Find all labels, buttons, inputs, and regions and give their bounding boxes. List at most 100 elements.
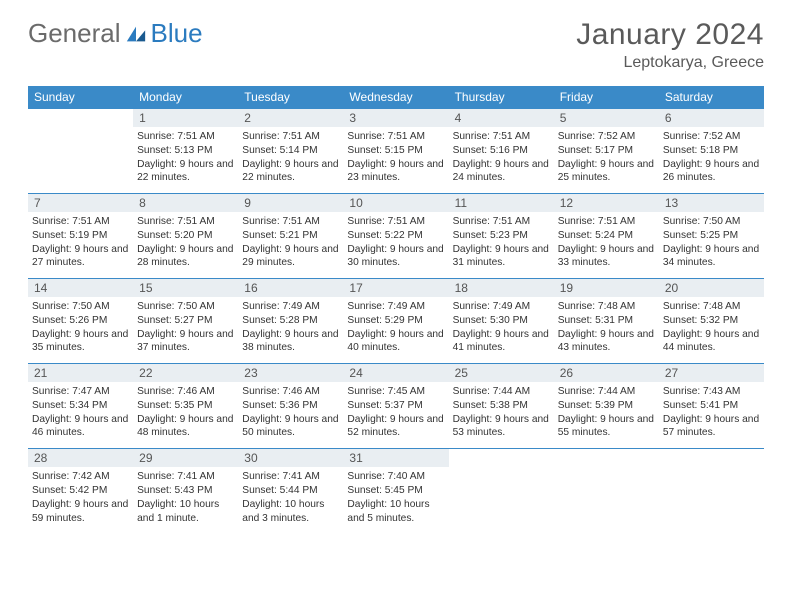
sunrise-text: Sunrise: 7:49 AM — [453, 300, 550, 314]
sunrise-text: Sunrise: 7:51 AM — [137, 130, 234, 144]
daylight-text: Daylight: 9 hours and 34 minutes. — [663, 243, 760, 271]
sunrise-text: Sunrise: 7:51 AM — [242, 215, 339, 229]
daylight-text: Daylight: 9 hours and 50 minutes. — [242, 413, 339, 441]
sunrise-text: Sunrise: 7:51 AM — [32, 215, 129, 229]
calendar-table: SundayMondayTuesdayWednesdayThursdayFrid… — [28, 86, 764, 533]
daylight-text: Daylight: 9 hours and 57 minutes. — [663, 413, 760, 441]
daylight-text: Daylight: 9 hours and 35 minutes. — [32, 328, 129, 356]
day-info-cell: Sunrise: 7:50 AMSunset: 5:27 PMDaylight:… — [133, 297, 238, 364]
day-number-cell: 3 — [343, 109, 448, 128]
daylight-text: Daylight: 9 hours and 52 minutes. — [347, 413, 444, 441]
sunrise-text: Sunrise: 7:51 AM — [242, 130, 339, 144]
sunset-text: Sunset: 5:30 PM — [453, 314, 550, 328]
week-info-row: Sunrise: 7:51 AMSunset: 5:19 PMDaylight:… — [28, 212, 764, 279]
day-number-cell: 28 — [28, 449, 133, 468]
day-info-cell: Sunrise: 7:51 AMSunset: 5:14 PMDaylight:… — [238, 127, 343, 194]
day-number-cell: 19 — [554, 279, 659, 298]
sunrise-text: Sunrise: 7:41 AM — [242, 470, 339, 484]
sunrise-text: Sunrise: 7:51 AM — [347, 130, 444, 144]
day-info-cell: Sunrise: 7:51 AMSunset: 5:19 PMDaylight:… — [28, 212, 133, 279]
day-number-cell: 10 — [343, 194, 448, 213]
daylight-text: Daylight: 9 hours and 55 minutes. — [558, 413, 655, 441]
daylight-text: Daylight: 9 hours and 30 minutes. — [347, 243, 444, 271]
sunrise-text: Sunrise: 7:50 AM — [32, 300, 129, 314]
day-info-cell: Sunrise: 7:48 AMSunset: 5:31 PMDaylight:… — [554, 297, 659, 364]
week-number-row: 78910111213 — [28, 194, 764, 213]
day-info-cell: Sunrise: 7:49 AMSunset: 5:28 PMDaylight:… — [238, 297, 343, 364]
day-info-cell: Sunrise: 7:50 AMSunset: 5:25 PMDaylight:… — [659, 212, 764, 279]
day-info-cell: Sunrise: 7:44 AMSunset: 5:39 PMDaylight:… — [554, 382, 659, 449]
sunset-text: Sunset: 5:26 PM — [32, 314, 129, 328]
day-header: Sunday — [28, 86, 133, 109]
daylight-text: Daylight: 9 hours and 41 minutes. — [453, 328, 550, 356]
day-header: Wednesday — [343, 86, 448, 109]
daylight-text: Daylight: 9 hours and 25 minutes. — [558, 158, 655, 186]
daylight-text: Daylight: 9 hours and 46 minutes. — [32, 413, 129, 441]
sunset-text: Sunset: 5:43 PM — [137, 484, 234, 498]
day-number-cell: 29 — [133, 449, 238, 468]
sunrise-text: Sunrise: 7:51 AM — [347, 215, 444, 229]
day-info-cell: Sunrise: 7:51 AMSunset: 5:23 PMDaylight:… — [449, 212, 554, 279]
sunrise-text: Sunrise: 7:51 AM — [453, 215, 550, 229]
logo-text-2: Blue — [151, 18, 203, 49]
page-title: January 2024 — [576, 18, 764, 52]
day-info-cell: Sunrise: 7:48 AMSunset: 5:32 PMDaylight:… — [659, 297, 764, 364]
sunset-text: Sunset: 5:39 PM — [558, 399, 655, 413]
week-number-row: 14151617181920 — [28, 279, 764, 298]
header: General Blue January 2024 Leptokarya, Gr… — [28, 18, 764, 72]
day-info-cell: Sunrise: 7:50 AMSunset: 5:26 PMDaylight:… — [28, 297, 133, 364]
logo-icon — [125, 23, 147, 45]
day-info-cell — [659, 467, 764, 533]
day-info-cell: Sunrise: 7:44 AMSunset: 5:38 PMDaylight:… — [449, 382, 554, 449]
sunrise-text: Sunrise: 7:47 AM — [32, 385, 129, 399]
day-number-cell — [659, 449, 764, 468]
sunset-text: Sunset: 5:32 PM — [663, 314, 760, 328]
daylight-text: Daylight: 9 hours and 40 minutes. — [347, 328, 444, 356]
daylight-text: Daylight: 9 hours and 29 minutes. — [242, 243, 339, 271]
sunset-text: Sunset: 5:35 PM — [137, 399, 234, 413]
day-header: Tuesday — [238, 86, 343, 109]
daylight-text: Daylight: 9 hours and 33 minutes. — [558, 243, 655, 271]
title-block: January 2024 Leptokarya, Greece — [576, 18, 764, 72]
daylight-text: Daylight: 9 hours and 26 minutes. — [663, 158, 760, 186]
day-number-cell: 15 — [133, 279, 238, 298]
daylight-text: Daylight: 9 hours and 43 minutes. — [558, 328, 655, 356]
sunrise-text: Sunrise: 7:46 AM — [242, 385, 339, 399]
day-number-cell — [554, 449, 659, 468]
day-info-cell: Sunrise: 7:46 AMSunset: 5:35 PMDaylight:… — [133, 382, 238, 449]
daylight-text: Daylight: 9 hours and 22 minutes. — [137, 158, 234, 186]
day-number-cell: 21 — [28, 364, 133, 383]
day-number-cell: 30 — [238, 449, 343, 468]
day-info-cell: Sunrise: 7:51 AMSunset: 5:16 PMDaylight:… — [449, 127, 554, 194]
logo: General Blue — [28, 18, 203, 49]
sunrise-text: Sunrise: 7:51 AM — [137, 215, 234, 229]
day-number-cell: 17 — [343, 279, 448, 298]
day-info-cell — [28, 127, 133, 194]
day-header: Monday — [133, 86, 238, 109]
day-header-row: SundayMondayTuesdayWednesdayThursdayFrid… — [28, 86, 764, 109]
week-info-row: Sunrise: 7:47 AMSunset: 5:34 PMDaylight:… — [28, 382, 764, 449]
day-info-cell: Sunrise: 7:47 AMSunset: 5:34 PMDaylight:… — [28, 382, 133, 449]
sunrise-text: Sunrise: 7:51 AM — [558, 215, 655, 229]
sunset-text: Sunset: 5:20 PM — [137, 229, 234, 243]
sunset-text: Sunset: 5:19 PM — [32, 229, 129, 243]
sunrise-text: Sunrise: 7:49 AM — [347, 300, 444, 314]
day-header: Saturday — [659, 86, 764, 109]
day-number-cell: 13 — [659, 194, 764, 213]
sunrise-text: Sunrise: 7:48 AM — [663, 300, 760, 314]
sunset-text: Sunset: 5:31 PM — [558, 314, 655, 328]
sunrise-text: Sunrise: 7:52 AM — [558, 130, 655, 144]
sunset-text: Sunset: 5:16 PM — [453, 144, 550, 158]
day-number-cell: 24 — [343, 364, 448, 383]
sunset-text: Sunset: 5:24 PM — [558, 229, 655, 243]
daylight-text: Daylight: 9 hours and 23 minutes. — [347, 158, 444, 186]
sunset-text: Sunset: 5:38 PM — [453, 399, 550, 413]
day-number-cell: 2 — [238, 109, 343, 128]
calendar-body: 123456Sunrise: 7:51 AMSunset: 5:13 PMDay… — [28, 109, 764, 534]
day-number-cell: 26 — [554, 364, 659, 383]
day-number-cell: 1 — [133, 109, 238, 128]
week-info-row: Sunrise: 7:51 AMSunset: 5:13 PMDaylight:… — [28, 127, 764, 194]
week-info-row: Sunrise: 7:50 AMSunset: 5:26 PMDaylight:… — [28, 297, 764, 364]
day-number-cell: 7 — [28, 194, 133, 213]
daylight-text: Daylight: 9 hours and 44 minutes. — [663, 328, 760, 356]
